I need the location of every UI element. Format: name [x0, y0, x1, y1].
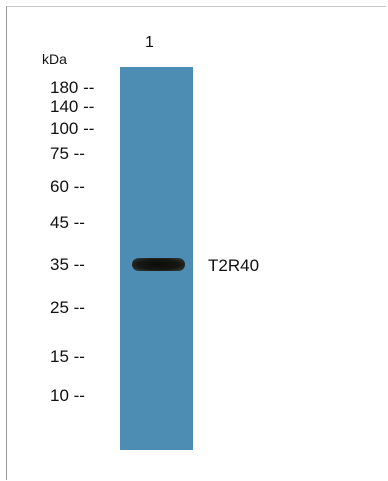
protein-band	[132, 258, 185, 271]
marker-label: 15 --	[50, 347, 85, 366]
marker-label: 35 --	[50, 255, 85, 274]
marker-label: 60 --	[50, 177, 85, 196]
marker-label: 25 --	[50, 298, 85, 317]
marker-label: 10 --	[50, 386, 85, 405]
blot-frame	[6, 6, 386, 480]
lane-label: 1	[145, 34, 154, 51]
marker-label: 140 --	[50, 97, 95, 116]
band-label: T2R40	[208, 256, 260, 275]
marker-label: 180 --	[50, 78, 95, 97]
marker-label: 45 --	[50, 213, 85, 232]
unit-label: kDa	[42, 51, 67, 67]
marker-label: 100 --	[50, 119, 95, 138]
marker-label: 75 --	[50, 144, 85, 163]
